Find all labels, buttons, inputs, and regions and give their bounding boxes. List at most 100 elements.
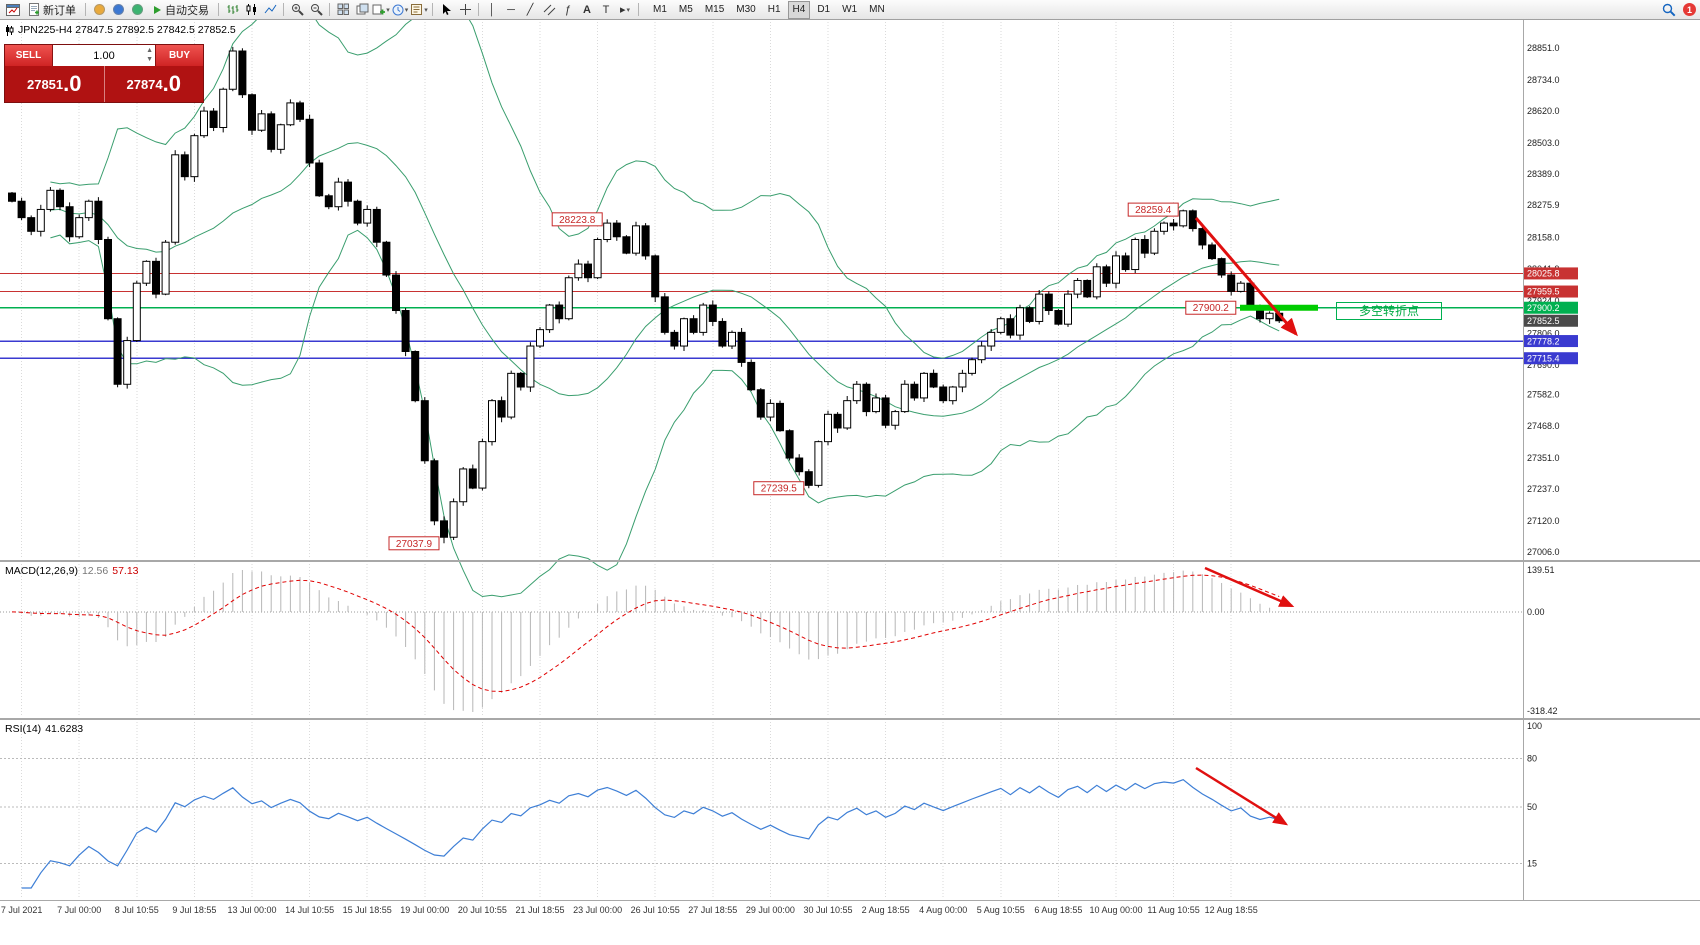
template-icon[interactable]: ▾	[410, 2, 428, 18]
buy-price[interactable]: 27874.0	[105, 66, 204, 102]
cursor-icon[interactable]	[437, 2, 455, 18]
timeframe-buttons: M1 M5 M15 M30 H1 H4 D1 W1 MN	[647, 0, 891, 19]
svg-text:11 Aug 10:55: 11 Aug 10:55	[1147, 905, 1199, 915]
svg-text:26 Jul 10:55: 26 Jul 10:55	[631, 905, 680, 915]
svg-text:28734.0: 28734.0	[1527, 75, 1560, 85]
notification-badge[interactable]: 1	[1683, 3, 1696, 16]
svg-text:4 Aug 00:00: 4 Aug 00:00	[919, 905, 967, 915]
cascade-windows-icon[interactable]	[353, 2, 371, 18]
tab-H1[interactable]: H1	[767, 4, 781, 15]
rsi-value: 41.6283	[45, 723, 84, 735]
rsi-header: RSI(14) 41.6283	[5, 723, 83, 735]
svg-text:10 Aug 00:00: 10 Aug 00:00	[1089, 905, 1142, 915]
spin-down-icon[interactable]: ▼	[146, 56, 153, 63]
svg-text:28158.0: 28158.0	[1527, 232, 1560, 242]
svg-text:27 Jul 18:55: 27 Jul 18:55	[688, 905, 737, 915]
trendline-icon[interactable]: ╱	[526, 4, 534, 16]
trend-arrow-main	[1194, 217, 1298, 337]
autotrading-button[interactable]: 自动交易	[147, 2, 214, 18]
spin-up-icon[interactable]: ▲	[146, 47, 153, 54]
horizontal-line-objects[interactable]	[0, 272, 1523, 359]
macd-value-signal: 57.13	[112, 565, 139, 577]
sell-price[interactable]: 27851.0	[5, 66, 105, 102]
vertical-line-icon[interactable]: │	[488, 3, 496, 16]
label-icon[interactable]: T	[602, 3, 610, 16]
rsi-line	[21, 779, 1280, 889]
svg-text:27006.0: 27006.0	[1527, 547, 1560, 557]
autotrading-label: 自动交易	[165, 4, 209, 17]
new-order-button[interactable]: 新订单	[23, 2, 81, 18]
candlestick-chart-icon[interactable]	[242, 2, 260, 18]
trend-arrow-annotations[interactable]	[1194, 217, 1298, 826]
text-icon[interactable]: A	[583, 3, 591, 16]
bar-chart-icon[interactable]	[223, 2, 241, 18]
new-order-icon	[29, 3, 39, 16]
svg-text:23 Jul 00:00: 23 Jul 00:00	[573, 905, 622, 915]
svg-text:27037.9: 27037.9	[396, 539, 433, 550]
volume-spinner[interactable]: ▲ ▼	[146, 46, 153, 64]
svg-text:27351.0: 27351.0	[1527, 453, 1560, 463]
market-icon[interactable]	[128, 2, 146, 18]
macd-header: MACD(12,26,9) 12.56 57.13	[5, 565, 139, 577]
tab-M15[interactable]: M15	[704, 4, 725, 15]
svg-text:27239.5: 27239.5	[761, 484, 798, 495]
price-axis: 28851.0 28734.0 28620.0 28503.0 28389.0 28275…	[1524, 43, 1578, 869]
svg-text:7 Jul 00:00: 7 Jul 00:00	[57, 905, 101, 915]
mql-community-icon[interactable]	[109, 2, 127, 18]
volume-value: 1.00	[93, 49, 115, 62]
tab-W1[interactable]: W1	[842, 4, 858, 15]
fibonacci-icon[interactable]: ƒ	[564, 3, 572, 16]
crosshair-icon[interactable]	[456, 2, 474, 18]
tab-M1[interactable]: M1	[653, 4, 667, 15]
search-icon[interactable]	[1660, 2, 1678, 18]
svg-text:20 Jul 10:55: 20 Jul 10:55	[458, 905, 507, 915]
separator	[218, 3, 219, 16]
channel-icon[interactable]	[540, 2, 558, 18]
tab-MN[interactable]: MN	[869, 4, 885, 15]
turning-point-annotation[interactable]: 多空转折点	[1336, 302, 1442, 320]
buy-button[interactable]: BUY	[156, 45, 203, 66]
svg-text:29 Jul 00:00: 29 Jul 00:00	[746, 905, 795, 915]
macd-name: MACD(12,26,9)	[5, 565, 78, 577]
time-axis-labels: 7 Jul 2021 7 Jul 00:00 8 Jul 10:55 9 Jul 18…	[1, 905, 1258, 915]
new-chart-icon[interactable]: ▾	[372, 2, 390, 18]
svg-text:14 Jul 10:55: 14 Jul 10:55	[285, 905, 334, 915]
rsi-levels	[0, 757, 1523, 865]
volume-input[interactable]: 1.00 ▲ ▼	[52, 45, 156, 66]
svg-text:15 Jul 18:55: 15 Jul 18:55	[343, 905, 392, 915]
tab-H4[interactable]: H4	[787, 0, 811, 19]
svg-text:80: 80	[1527, 753, 1537, 763]
zoom-out-icon[interactable]	[307, 2, 325, 18]
tab-M30[interactable]: M30	[736, 4, 756, 15]
svg-text:8 Jul 10:55: 8 Jul 10:55	[115, 905, 159, 915]
period-clock-icon[interactable]: ▾	[391, 2, 409, 18]
indicators-icon[interactable]	[90, 2, 108, 18]
svg-text:27120.0: 27120.0	[1527, 516, 1560, 526]
symbol-icon	[6, 24, 14, 36]
macd-value-main: 12.56	[81, 565, 109, 577]
arrow-tools-icon[interactable]: ▸ ▾	[619, 4, 631, 16]
svg-text:28275.9: 28275.9	[1527, 200, 1560, 210]
sell-button[interactable]: SELL	[5, 45, 52, 66]
svg-text:27715.4: 27715.4	[1527, 353, 1560, 363]
window-icon[interactable]	[4, 2, 22, 18]
line-chart-icon[interactable]	[261, 2, 279, 18]
sell-price-dec: .0	[63, 71, 82, 96]
svg-text:5 Aug 10:55: 5 Aug 10:55	[977, 905, 1025, 915]
candles-layer	[8, 46, 1284, 544]
tile-windows-icon[interactable]	[334, 2, 352, 18]
autotrading-play-icon	[154, 5, 161, 14]
horizontal-line-icon[interactable]: ─	[507, 3, 515, 16]
tab-M5[interactable]: M5	[678, 4, 693, 15]
buy-price-int: 27874	[126, 76, 163, 92]
tab-D1[interactable]: D1	[817, 4, 831, 15]
svg-text:-318.42: -318.42	[1527, 706, 1558, 716]
buy-price-dec: .0	[162, 71, 181, 96]
panel-separators[interactable]	[0, 20, 1700, 901]
svg-text:139.51: 139.51	[1527, 565, 1555, 575]
zoom-in-icon[interactable]	[288, 2, 306, 18]
svg-text:28503.0: 28503.0	[1527, 138, 1560, 148]
svg-text:6 Aug 18:55: 6 Aug 18:55	[1034, 905, 1082, 915]
grid-lines	[21, 22, 1232, 898]
